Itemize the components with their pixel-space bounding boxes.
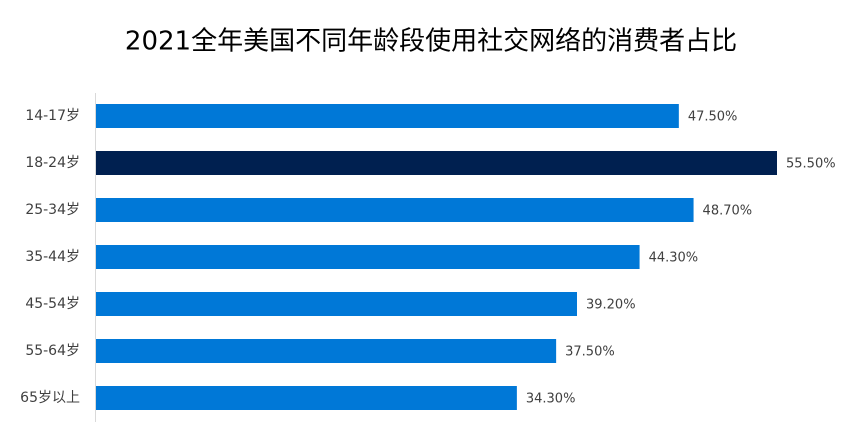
y-tick-label: 25-34岁: [25, 202, 80, 218]
value-label: 39.20%: [586, 298, 636, 313]
bar: [96, 339, 557, 363]
bar: [96, 386, 517, 410]
value-label: 48.70%: [703, 204, 753, 219]
y-tick-label: 14-17岁: [25, 108, 80, 124]
value-label: 47.50%: [688, 110, 738, 125]
y-tick-label: 55-64岁: [25, 343, 80, 359]
bar: [96, 104, 679, 128]
y-tick-label: 65岁以上: [20, 390, 80, 406]
chart-title: 2021全年美国不同年龄段使用社交网络的消费者占比: [125, 27, 737, 57]
y-tick-label: 18-24岁: [25, 155, 80, 171]
value-label: 37.50%: [565, 345, 615, 360]
value-label: 34.30%: [526, 392, 576, 407]
bar: [96, 245, 640, 269]
value-label: 44.30%: [649, 251, 699, 266]
y-tick-label: 35-44岁: [25, 249, 80, 265]
value-label: 55.50%: [786, 157, 836, 172]
y-tick-label: 45-54岁: [25, 296, 80, 312]
bar: [96, 198, 694, 222]
bar: [96, 151, 777, 175]
bar: [96, 292, 577, 316]
